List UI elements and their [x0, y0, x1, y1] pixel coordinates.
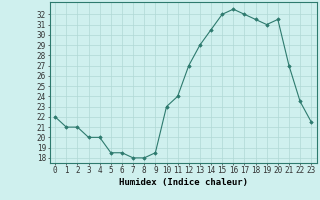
X-axis label: Humidex (Indice chaleur): Humidex (Indice chaleur): [119, 178, 248, 187]
